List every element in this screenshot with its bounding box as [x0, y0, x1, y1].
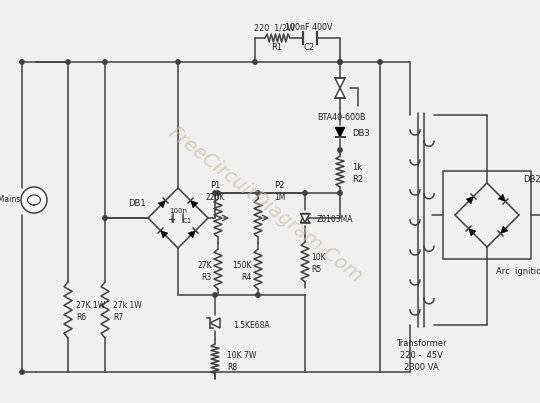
- Circle shape: [103, 216, 107, 220]
- Polygon shape: [191, 201, 198, 208]
- Polygon shape: [300, 214, 309, 222]
- Polygon shape: [469, 229, 476, 236]
- Text: R4: R4: [242, 272, 252, 282]
- Polygon shape: [300, 214, 309, 222]
- Text: DB2: DB2: [523, 174, 540, 183]
- Polygon shape: [501, 226, 508, 233]
- Text: 27K 1W: 27K 1W: [76, 301, 105, 310]
- Text: 100nF 400V: 100nF 400V: [285, 23, 333, 33]
- Text: AC Mains: AC Mains: [0, 195, 20, 204]
- Polygon shape: [335, 78, 345, 88]
- Text: 1.5KE68A: 1.5KE68A: [233, 320, 269, 330]
- Circle shape: [256, 191, 260, 195]
- Polygon shape: [498, 194, 505, 202]
- Circle shape: [338, 148, 342, 152]
- Text: R6: R6: [76, 314, 86, 322]
- Polygon shape: [466, 197, 474, 204]
- Text: C2: C2: [303, 42, 315, 52]
- Text: 27k 1W: 27k 1W: [113, 301, 141, 310]
- Circle shape: [338, 60, 342, 64]
- Text: DB1: DB1: [129, 199, 146, 208]
- Text: R3: R3: [202, 272, 212, 282]
- Circle shape: [21, 187, 47, 213]
- Text: 10K: 10K: [311, 253, 326, 262]
- Text: 220  1/2W: 220 1/2W: [254, 23, 295, 33]
- Circle shape: [303, 191, 307, 195]
- Text: R5: R5: [311, 266, 321, 274]
- Text: R1: R1: [272, 42, 282, 52]
- Text: FreeCircuitDiagram.Com: FreeCircuitDiagram.Com: [164, 123, 366, 287]
- Text: DB3: DB3: [352, 129, 370, 139]
- Polygon shape: [335, 88, 345, 98]
- Polygon shape: [335, 127, 345, 137]
- Text: P1: P1: [210, 181, 220, 189]
- Text: 100n: 100n: [169, 208, 187, 214]
- Polygon shape: [160, 231, 168, 238]
- Circle shape: [66, 60, 70, 64]
- Text: 220K: 220K: [205, 193, 225, 202]
- Circle shape: [213, 191, 217, 195]
- Text: 220 -  45V: 220 - 45V: [400, 351, 442, 359]
- Text: 150K: 150K: [233, 260, 252, 270]
- Circle shape: [338, 191, 342, 195]
- Text: BTA40-600B: BTA40-600B: [318, 114, 366, 123]
- Text: R7: R7: [113, 314, 123, 322]
- Text: Arc  ignition: Arc ignition: [496, 266, 540, 276]
- Text: 1k: 1k: [352, 163, 362, 172]
- Polygon shape: [188, 231, 195, 238]
- Text: +: +: [167, 215, 175, 225]
- Circle shape: [103, 60, 107, 64]
- Circle shape: [256, 293, 260, 297]
- Circle shape: [20, 370, 24, 374]
- Text: R8: R8: [227, 364, 237, 372]
- Circle shape: [216, 191, 220, 195]
- Text: C1: C1: [183, 218, 192, 224]
- Circle shape: [253, 60, 257, 64]
- Circle shape: [213, 293, 217, 297]
- Text: Transformer: Transformer: [396, 339, 446, 347]
- Circle shape: [176, 60, 180, 64]
- Text: R2: R2: [352, 175, 363, 184]
- Circle shape: [378, 60, 382, 64]
- Text: 27K: 27K: [198, 260, 212, 270]
- Text: P2: P2: [274, 181, 285, 189]
- Text: Z0103MA: Z0103MA: [317, 216, 354, 224]
- Text: 10K 7W: 10K 7W: [227, 351, 256, 361]
- Circle shape: [20, 60, 24, 64]
- Text: 2300 VA: 2300 VA: [403, 363, 438, 372]
- Circle shape: [338, 60, 342, 64]
- Text: 1M: 1M: [274, 193, 285, 202]
- Bar: [443, 171, 531, 259]
- Polygon shape: [210, 318, 220, 328]
- Polygon shape: [158, 201, 165, 208]
